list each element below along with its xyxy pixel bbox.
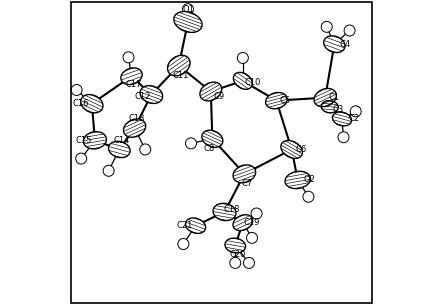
Ellipse shape — [233, 72, 253, 89]
Text: C8: C8 — [204, 144, 215, 153]
Circle shape — [186, 138, 197, 149]
Text: O1: O1 — [182, 5, 194, 14]
Text: C5: C5 — [280, 96, 291, 105]
Circle shape — [350, 106, 361, 117]
Text: C14: C14 — [113, 136, 130, 145]
Circle shape — [103, 165, 114, 176]
Circle shape — [246, 232, 257, 243]
Ellipse shape — [140, 86, 163, 103]
Text: C2: C2 — [348, 114, 359, 124]
Ellipse shape — [83, 132, 106, 149]
Ellipse shape — [81, 95, 103, 113]
Circle shape — [183, 4, 194, 15]
Ellipse shape — [285, 171, 311, 189]
Ellipse shape — [225, 238, 245, 253]
Circle shape — [178, 239, 189, 249]
Circle shape — [338, 132, 349, 143]
Ellipse shape — [174, 12, 202, 32]
Circle shape — [230, 257, 241, 268]
Ellipse shape — [167, 55, 190, 76]
Ellipse shape — [213, 203, 236, 221]
Ellipse shape — [124, 119, 146, 137]
Ellipse shape — [200, 82, 222, 101]
Circle shape — [237, 52, 249, 63]
Ellipse shape — [324, 36, 345, 52]
Text: C11: C11 — [172, 71, 189, 80]
Ellipse shape — [233, 215, 253, 231]
Text: C13: C13 — [129, 114, 145, 124]
Text: C6: C6 — [296, 145, 307, 154]
Ellipse shape — [109, 141, 130, 158]
Circle shape — [71, 84, 82, 95]
Circle shape — [251, 208, 262, 219]
Ellipse shape — [186, 218, 206, 233]
Ellipse shape — [202, 130, 223, 147]
Text: C17: C17 — [126, 80, 142, 89]
Text: C10: C10 — [245, 78, 261, 87]
Text: C15: C15 — [76, 136, 92, 145]
Circle shape — [123, 52, 134, 63]
Text: C4: C4 — [339, 40, 350, 49]
Text: C9: C9 — [214, 92, 225, 101]
Circle shape — [244, 257, 254, 268]
Ellipse shape — [281, 141, 303, 158]
Text: C12: C12 — [135, 92, 151, 101]
Circle shape — [303, 191, 314, 202]
Circle shape — [140, 144, 151, 155]
Ellipse shape — [321, 101, 338, 113]
Text: C19: C19 — [244, 218, 260, 227]
Circle shape — [321, 21, 332, 32]
Text: O2: O2 — [303, 175, 315, 185]
Ellipse shape — [233, 165, 256, 183]
Text: C1: C1 — [329, 93, 340, 102]
Ellipse shape — [314, 88, 336, 107]
Circle shape — [76, 153, 87, 164]
Ellipse shape — [332, 112, 352, 126]
Text: C16: C16 — [73, 99, 89, 108]
Text: C20: C20 — [229, 249, 246, 259]
Text: C7: C7 — [241, 179, 253, 188]
Ellipse shape — [121, 68, 142, 84]
Ellipse shape — [266, 92, 287, 109]
Text: C21: C21 — [176, 221, 193, 230]
Text: C18: C18 — [224, 205, 241, 214]
Text: C3: C3 — [333, 105, 344, 114]
Circle shape — [344, 25, 355, 36]
